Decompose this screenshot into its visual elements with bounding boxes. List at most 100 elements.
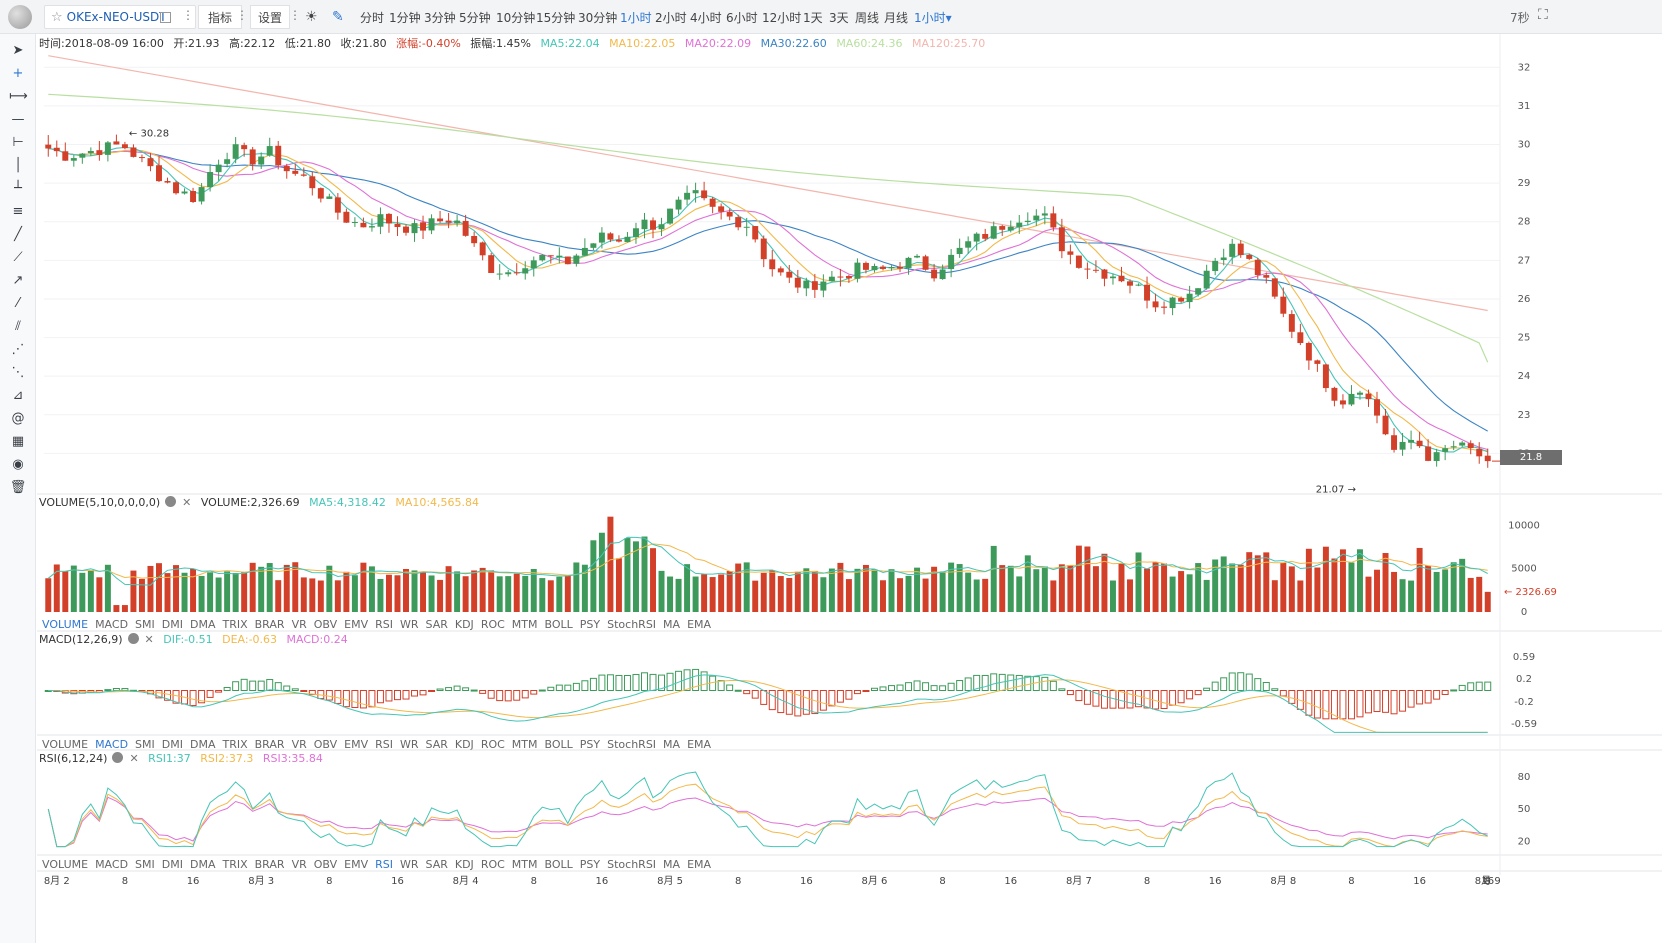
timeframe-7[interactable]: 1小时 [620, 11, 652, 25]
indicator-tab-macd[interactable]: MACD [95, 618, 129, 631]
indicator-tab-macd[interactable]: MACD [95, 738, 129, 751]
timeframe-13[interactable]: 3天 [829, 11, 849, 25]
crosshair-icon[interactable]: + [12, 66, 24, 81]
close-icon[interactable]: ✕ [144, 633, 154, 646]
trash-icon[interactable]: 🗑 [9, 480, 27, 495]
vertical-line-icon[interactable]: │ [14, 158, 22, 173]
indicator-tab-mtm[interactable]: MTM [511, 618, 538, 631]
indicator-tab-ema[interactable]: EMA [687, 858, 712, 871]
timeframe-dropdown[interactable]: 1小时▾ [914, 9, 952, 26]
close-icon[interactable]: ✕ [129, 752, 139, 765]
indicator-tab-dma[interactable]: DMA [189, 858, 216, 871]
timeframe-4[interactable]: 10分钟 [496, 11, 536, 25]
indicator-tab-brar[interactable]: BRAR [254, 738, 285, 751]
close-icon[interactable]: ✕ [182, 496, 192, 509]
magnet-icon[interactable]: ▦ [11, 434, 25, 449]
indicator-tab-smi[interactable]: SMI [135, 738, 155, 751]
fullscreen-icon[interactable]: ⛶ [1538, 7, 1548, 23]
indicator-tab-wr[interactable]: WR [399, 618, 419, 631]
indicator-tab-smi[interactable]: SMI [135, 858, 155, 871]
indicator-tab-boll[interactable]: BOLL [544, 858, 573, 871]
gear-icon[interactable] [112, 752, 124, 763]
price-range-icon[interactable]: ┴ [14, 181, 22, 196]
indicator-tab-sar[interactable]: SAR [425, 618, 448, 631]
indicator-tab-trix[interactable]: TRIX [222, 738, 248, 751]
indicator-tab-volume[interactable]: VOLUME [42, 738, 89, 751]
horizontal-ray-icon[interactable]: ⟼ [9, 89, 28, 104]
parallel-lines-icon[interactable]: ≡ [12, 204, 24, 219]
indicator-tab-ema[interactable]: EMA [687, 738, 712, 751]
timeframe-2[interactable]: 3分钟 [424, 11, 456, 25]
indicator-tab-vr[interactable]: VR [291, 858, 307, 871]
indicator-tab-sar[interactable]: SAR [425, 858, 448, 871]
indicator-tab-vr[interactable]: VR [291, 738, 307, 751]
indicator-tab-wr[interactable]: WR [399, 738, 419, 751]
indicator-tab-dma[interactable]: DMA [189, 738, 216, 751]
indicator-tab-rsi[interactable]: RSI [375, 858, 393, 871]
indicator-tab-boll[interactable]: BOLL [544, 738, 573, 751]
gear-icon[interactable] [127, 633, 139, 644]
more-dots-icon[interactable]: ⋮ [182, 8, 194, 22]
indicator-tab-macd[interactable]: MACD [95, 858, 129, 871]
indicator-tab-dmi[interactable]: DMI [161, 858, 183, 871]
spiral-icon[interactable]: @ [11, 411, 25, 426]
indicator-tab-kdj[interactable]: KDJ [454, 738, 474, 751]
indicator-tab-stochrsi[interactable]: StochRSI [607, 738, 657, 751]
indicator-tab-rsi[interactable]: RSI [375, 738, 393, 751]
indicator-tab-dmi[interactable]: DMI [161, 618, 183, 631]
indicator-tab-dmi[interactable]: DMI [161, 738, 183, 751]
symbol-selector[interactable]: ☆ OKEx-NEO-USDT [44, 5, 196, 29]
indicator-tab-brar[interactable]: BRAR [254, 858, 285, 871]
indicator-tab-psy[interactable]: PSY [579, 618, 601, 631]
indicator-tab-vr[interactable]: VR [291, 618, 307, 631]
screenshot-icon[interactable] [160, 5, 171, 29]
indicator-tab-brar[interactable]: BRAR [254, 618, 285, 631]
gann-fan-icon[interactable]: ⊿ [12, 388, 24, 403]
indicator-tab-emv[interactable]: EMV [344, 738, 369, 751]
timeframe-6[interactable]: 30分钟 [578, 11, 618, 25]
settings-button[interactable]: 设置 [250, 5, 290, 29]
arrow-line-icon[interactable]: ↗ [12, 273, 24, 288]
indicator-tab-ma[interactable]: MA [663, 618, 681, 631]
favorite-star-icon[interactable]: ☆ [51, 9, 63, 25]
segment-icon[interactable]: ⁄ [16, 296, 20, 311]
indicator-tab-obv[interactable]: OBV [313, 618, 338, 631]
timeframe-10[interactable]: 6小时 [726, 11, 758, 25]
timeframe-9[interactable]: 4小时 [690, 11, 722, 25]
indicator-tab-kdj[interactable]: KDJ [454, 618, 474, 631]
indicator-tab-roc[interactable]: ROC [480, 618, 505, 631]
indicator-tab-stochrsi[interactable]: StochRSI [607, 618, 657, 631]
timeframe-11[interactable]: 12小时 [762, 11, 802, 25]
indicator-tab-trix[interactable]: TRIX [222, 858, 248, 871]
horizontal-line-icon[interactable]: — [11, 112, 25, 127]
indicator-tab-rsi[interactable]: RSI [375, 618, 393, 631]
timeframe-12[interactable]: 1天 [803, 11, 823, 25]
indicator-tab-kdj[interactable]: KDJ [454, 858, 474, 871]
indicator-tab-mtm[interactable]: MTM [511, 858, 538, 871]
cursor-arrow-icon[interactable]: ➤ [12, 43, 24, 58]
indicator-tab-volume[interactable]: VOLUME [42, 618, 89, 631]
pitchfork-icon[interactable]: ⋰ [11, 342, 25, 357]
indicator-tab-stochrsi[interactable]: StochRSI [607, 858, 657, 871]
timeframe-15[interactable]: 月线 [884, 11, 909, 25]
indicator-tab-roc[interactable]: ROC [480, 738, 505, 751]
indicator-tab-trix[interactable]: TRIX [222, 618, 248, 631]
horizontal-segment-icon[interactable]: ⊢ [12, 135, 24, 150]
more-dots-icon[interactable]: ⋮ [236, 8, 248, 22]
indicator-tab-wr[interactable]: WR [399, 858, 419, 871]
indicator-tab-ma[interactable]: MA [663, 738, 681, 751]
indicator-tab-emv[interactable]: EMV [344, 618, 369, 631]
eye-icon[interactable]: ◉ [12, 457, 24, 472]
indicator-tab-ma[interactable]: MA [663, 858, 681, 871]
indicator-tab-smi[interactable]: SMI [135, 618, 155, 631]
theme-sun-icon[interactable]: ☀ [305, 9, 318, 25]
timeframe-5[interactable]: 15分钟 [536, 11, 576, 25]
indicator-tab-sar[interactable]: SAR [425, 738, 448, 751]
gear-icon[interactable] [165, 496, 177, 507]
parallel-channel-icon[interactable]: ⫽ [15, 319, 21, 334]
indicator-tab-ema[interactable]: EMA [687, 618, 712, 631]
timeframe-14[interactable]: 周线 [855, 11, 880, 25]
indicator-tab-psy[interactable]: PSY [579, 858, 601, 871]
indicator-tab-dma[interactable]: DMA [189, 618, 216, 631]
